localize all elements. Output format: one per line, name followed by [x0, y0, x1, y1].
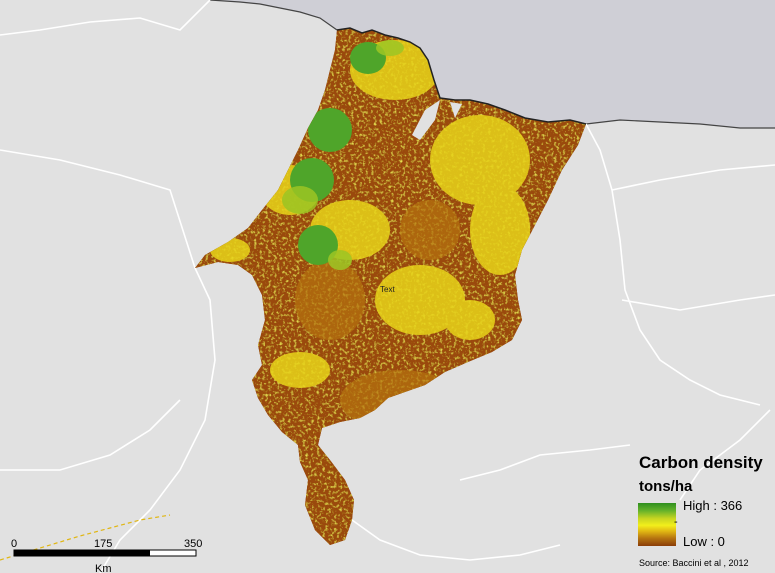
legend-unit: tons/ha: [639, 478, 693, 495]
map-placeholder-text: Text: [380, 285, 395, 294]
dashed-boundary: [0, 514, 171, 561]
legend-high-label: High : 366: [683, 498, 743, 513]
scale-unit: Km: [95, 563, 112, 573]
ocean-area: [210, 0, 775, 128]
scale-bar: [13, 549, 197, 557]
legend-title: Carbon density: [639, 453, 763, 472]
scale-tick-0: 0: [11, 538, 18, 550]
legend-low-label: Low : 0: [683, 534, 725, 549]
legend-color-ramp: [638, 503, 676, 546]
state-outline: [336, 27, 587, 125]
legend-mid-marker: -: [674, 516, 678, 528]
coastline: [209, 0, 775, 129]
scale-tick-350: 350: [184, 538, 203, 550]
source-note: Source: Baccini et al , 2012: [639, 558, 749, 568]
scale-tick-175: 175: [94, 538, 113, 550]
